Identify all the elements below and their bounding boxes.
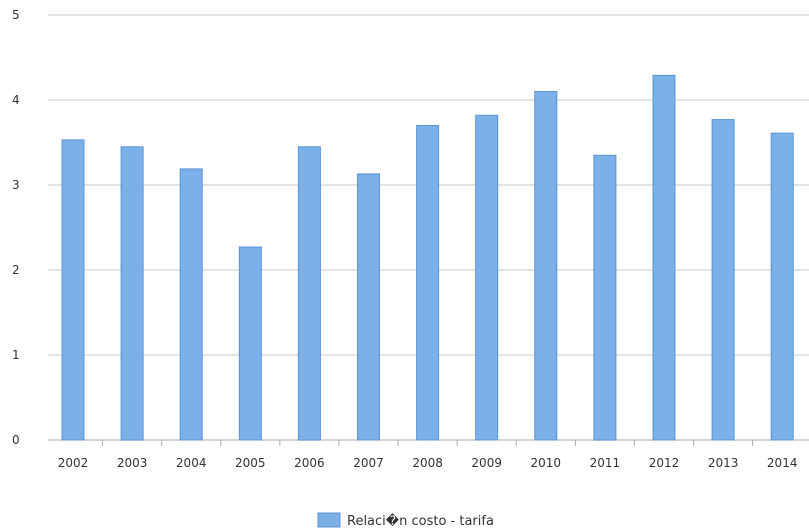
bar-2011 [593,154,617,441]
bar-2010 [534,91,558,441]
y-tick-label: 1 [12,348,20,362]
x-tick-label: 2011 [590,456,621,470]
bar-2002 [61,139,85,441]
y-tick-label: 0 [12,433,20,447]
x-tick-label: 2006 [294,456,325,470]
bar-2004 [179,168,203,441]
y-tick-label: 4 [12,93,20,107]
bar-2014 [770,132,794,441]
x-tick-label: 2005 [235,456,266,470]
bar-2009 [475,114,499,441]
bars [61,74,794,441]
x-tick-label: 2013 [708,456,739,470]
x-tick-label: 2003 [117,456,148,470]
x-tick-label: 2010 [531,456,562,470]
bar-2012 [652,74,676,441]
bar-2006 [297,146,321,441]
x-tick-label: 2008 [412,456,443,470]
x-tick-label: 2014 [767,456,798,470]
x-tick-label: 2004 [176,456,207,470]
y-tick-label: 2 [12,263,20,277]
legend-label: Relaci�n costo - tarifa [347,512,494,529]
x-tick-label: 2007 [353,456,384,470]
y-tick-label: 3 [12,178,20,192]
x-tick-label: 2012 [649,456,680,470]
bar-2008 [416,125,440,441]
y-tick-label: 5 [12,8,20,22]
legend-swatch [317,512,341,528]
y-axis-ticks: 0 1 2 3 4 5 [12,8,20,447]
legend: Relaci�n costo - tarifa [317,512,494,529]
bar-2007 [357,173,380,441]
x-tick-label: 2009 [471,456,502,470]
bar-2003 [120,146,144,441]
x-axis-ticks: 2002 2003 2004 2005 2006 2007 2008 2009 2010 2011… [58,440,798,470]
x-tick-label: 2002 [58,456,89,470]
bar-2013 [711,119,735,441]
bar-2005 [238,246,262,441]
